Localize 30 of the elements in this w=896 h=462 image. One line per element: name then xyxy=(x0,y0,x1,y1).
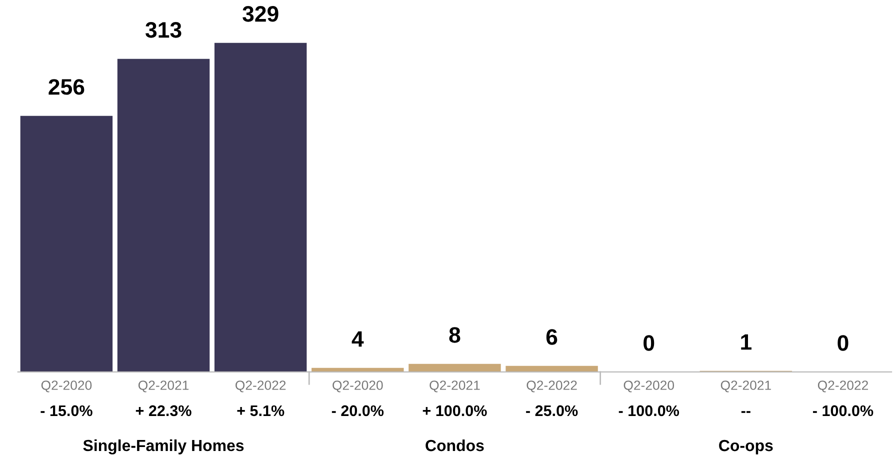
text: - 100.0% xyxy=(618,405,680,416)
data-label: 0 xyxy=(838,335,848,351)
data-label: 329 xyxy=(242,6,278,22)
text: -- xyxy=(741,411,750,413)
text: - 15.0% xyxy=(40,405,92,416)
data-label: 1 xyxy=(741,334,752,350)
text: - 100.0% xyxy=(813,405,874,416)
text: - 20.0% xyxy=(332,405,384,416)
text: Co-ops xyxy=(719,440,773,454)
text: + 5.1% xyxy=(237,405,284,416)
x-tick-label: Q2-2021 xyxy=(138,380,189,392)
text: + 100.0% xyxy=(422,405,487,416)
text: - 25.0% xyxy=(526,405,578,416)
x-tick-label: Q2-2020 xyxy=(624,380,674,392)
x-tick-label: Q2-2020 xyxy=(41,380,92,392)
data-label: 0 xyxy=(644,335,654,351)
x-tick-label: Q2-2022 xyxy=(526,380,577,392)
x-tick-label: Q2-2022 xyxy=(236,380,286,392)
text: Condos xyxy=(426,439,484,452)
x-tick-label: Q2-2020 xyxy=(332,380,383,392)
data-label: 4 xyxy=(352,331,364,347)
data-label: 256 xyxy=(48,79,84,95)
data-label: 313 xyxy=(145,22,182,38)
text: + 22.3% xyxy=(136,405,192,416)
data-label: 8 xyxy=(449,327,460,343)
x-tick-label: Q2-2021 xyxy=(430,380,480,392)
x-tick-label: Q2-2022 xyxy=(818,380,868,392)
x-tick-label: Q2-2021 xyxy=(720,380,771,392)
text: Single-Family Homes xyxy=(83,439,244,454)
data-label: 6 xyxy=(546,329,558,345)
